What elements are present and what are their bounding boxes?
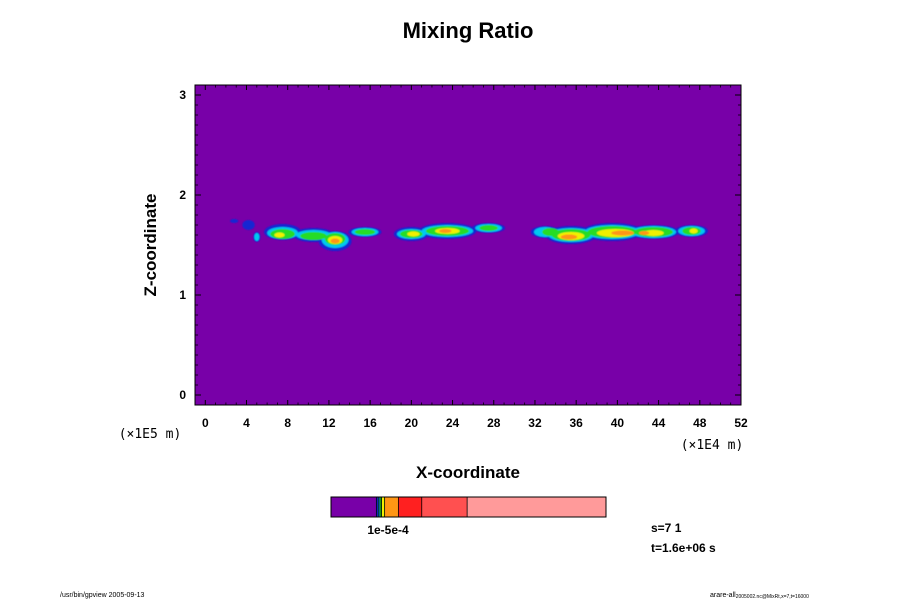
cloud-level-orange [560, 234, 578, 240]
x-axis: 0 4 8 12 16 20 24 28 32 36 40 44 48 52 [202, 85, 748, 430]
y-tick-label-2: 2 [179, 188, 186, 202]
cloud-level-yellow [643, 230, 664, 236]
cloud-level-green [300, 232, 327, 240]
colorbar-segment-3 [379, 497, 382, 517]
x-axis-label: X-coordinate [416, 463, 520, 482]
info-time: t=1.6e+06 s [651, 541, 716, 555]
cloud-level-yellow [274, 232, 285, 238]
footer-right: arare-all2005002.nc@MixRt,x=7,t=16000 [710, 592, 809, 600]
colorbar-segment-6 [398, 497, 422, 517]
x-tick-label-0: 0 [202, 416, 209, 430]
x-tick-label-10: 40 [611, 416, 625, 430]
y-tick-label-3: 3 [179, 88, 186, 102]
colorbar-frame [330, 496, 607, 518]
x-tick-label-11: 44 [652, 416, 666, 430]
x-tick-label-1: 4 [243, 416, 250, 430]
cloud-level-orange [439, 229, 452, 233]
x-tick-label-12: 48 [693, 416, 707, 430]
footer-right-main: arare-all [710, 592, 736, 599]
x-axis-unit: (×1E4 m) [681, 438, 744, 453]
x-tick-label-13: 52 [734, 416, 748, 430]
chart-title: Mixing Ratio [403, 18, 534, 43]
x-tick-label-3: 12 [322, 416, 336, 430]
cloud-level-yellow [689, 228, 698, 234]
x-tick-label-7: 28 [487, 416, 501, 430]
cloud-level-yellow [407, 231, 420, 237]
cloud-level-orange [330, 238, 340, 244]
cloud-level-orange [639, 231, 650, 235]
info-slice: s=7 1 [651, 521, 682, 535]
x-tick-label-9: 36 [569, 416, 583, 430]
x-tick-label-2: 8 [284, 416, 291, 430]
cloud-level-cyan [254, 233, 260, 241]
plot-area [195, 85, 741, 405]
y-tick-label-1: 1 [179, 288, 186, 302]
cloud-level-orange [611, 230, 634, 236]
colorbar-labels: 1e-5e-4 [367, 523, 409, 537]
x-tick-label-5: 20 [405, 416, 419, 430]
cloud-level-green [479, 225, 498, 231]
colorbar-segment-5 [384, 497, 399, 517]
colorbar [330, 496, 607, 518]
y-axis-unit: (×1E5 m) [119, 427, 182, 442]
colorbar-segment-1 [376, 497, 379, 517]
y-axis: 0 1 2 3 [179, 88, 741, 402]
colorbar-segment-0 [331, 497, 377, 517]
colorbar-segment-4 [381, 497, 385, 517]
cloud-edge [242, 220, 255, 230]
colorbar-segment-2 [378, 497, 380, 517]
colorbar-segment-7 [421, 497, 468, 517]
mixing-ratio-field [230, 219, 709, 251]
cloud-edge [230, 219, 239, 223]
footer-right-sub: 2005002.nc@MixRt,x=7,t=16000 [736, 594, 809, 600]
x-tick-label-6: 24 [446, 416, 460, 430]
cloud-level-green [354, 229, 376, 235]
footer-left: /usr/bin/gpview 2005-09-13 [60, 592, 145, 599]
x-tick-label-4: 16 [363, 416, 377, 430]
x-tick-label-8: 32 [528, 416, 542, 430]
colorbar-segment-8 [467, 497, 606, 517]
y-axis-label: Z-coordinate [141, 194, 160, 297]
y-tick-label-0: 0 [179, 388, 186, 402]
